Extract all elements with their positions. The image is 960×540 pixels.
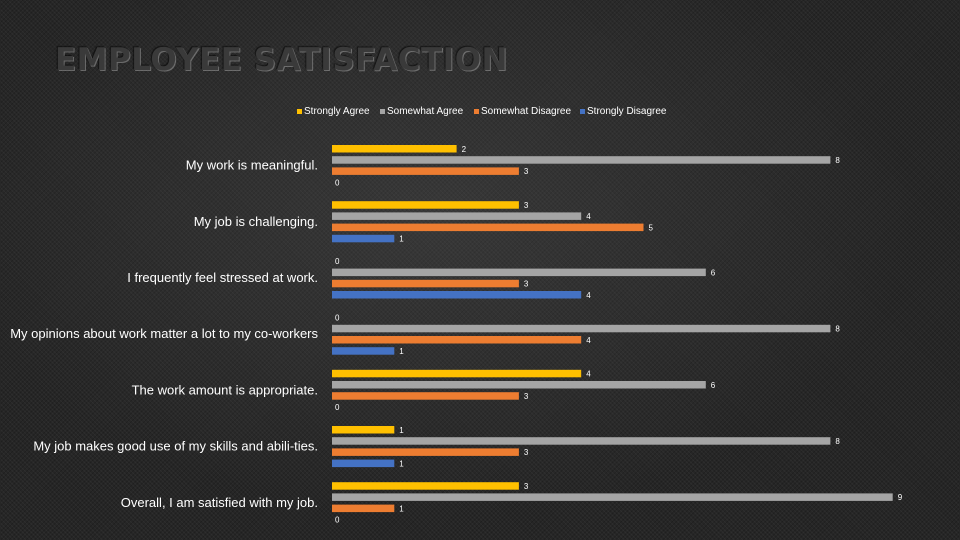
- category-label-1: My work is meaningful.: [186, 158, 318, 173]
- bars: [332, 145, 893, 513]
- bar-strongly-disagree-3: [332, 291, 582, 299]
- bar-somewhat-disagree-6: [332, 448, 519, 456]
- bar-somewhat-disagree-1: [332, 167, 519, 175]
- data-label-strongly-disagree-2: 1: [399, 235, 404, 244]
- data-label-strongly-disagree-5: 0: [335, 403, 340, 412]
- category-label-3: I frequently feel stressed at work.: [127, 270, 318, 285]
- legend-swatch-strongly-agree: [297, 109, 302, 114]
- bar-strongly-agree-1: [332, 145, 457, 153]
- legend-swatch-somewhat-disagree: [474, 109, 479, 114]
- data-label-strongly-agree-6: 1: [399, 426, 404, 435]
- bar-strongly-agree-2: [332, 201, 519, 209]
- data-label-somewhat-disagree-7: 1: [399, 504, 404, 513]
- bar-strongly-agree-5: [332, 369, 582, 378]
- legend-label-somewhat-disagree: Somewhat Disagree: [481, 106, 571, 117]
- data-label-somewhat-agree-4: 8: [835, 325, 840, 334]
- data-label-strongly-disagree-1: 0: [335, 178, 340, 187]
- category-label-4: My opinions about work matter a lot to m…: [10, 326, 318, 341]
- legend-swatch-strongly-disagree: [580, 109, 585, 114]
- bar-strongly-disagree-6: [332, 459, 395, 468]
- data-label-strongly-agree-5: 4: [586, 370, 591, 379]
- bar-somewhat-agree-6: [332, 437, 831, 445]
- bar-somewhat-agree-4: [332, 324, 831, 333]
- legend-swatch-somewhat-agree: [380, 109, 385, 114]
- data-label-somewhat-agree-1: 8: [835, 156, 840, 165]
- data-label-strongly-agree-2: 3: [524, 201, 529, 210]
- data-label-strongly-disagree-4: 1: [399, 347, 404, 356]
- data-label-somewhat-agree-7: 9: [898, 493, 903, 502]
- data-label-strongly-disagree-6: 1: [399, 459, 404, 468]
- bar-somewhat-agree-1: [332, 156, 831, 164]
- data-label-strongly-agree-7: 3: [524, 482, 529, 491]
- category-label-2: My job is challenging.: [194, 214, 318, 229]
- bar-somewhat-disagree-7: [332, 504, 395, 513]
- category-label-5: The work amount is appropriate.: [132, 382, 318, 397]
- legend-label-strongly-agree: Strongly Agree: [304, 106, 370, 117]
- bar-strongly-disagree-4: [332, 347, 395, 355]
- bar-somewhat-disagree-3: [332, 279, 519, 288]
- bar-somewhat-agree-7: [332, 493, 893, 501]
- bar-somewhat-agree-5: [332, 381, 706, 389]
- data-label-strongly-disagree-3: 4: [586, 291, 591, 300]
- legend-label-strongly-disagree: Strongly Disagree: [587, 106, 667, 117]
- data-label-strongly-agree-3: 0: [335, 257, 340, 266]
- data-label-somewhat-disagree-6: 3: [524, 448, 529, 457]
- data-label-somewhat-disagree-4: 4: [586, 336, 591, 345]
- data-label-somewhat-agree-3: 6: [711, 268, 716, 277]
- bar-strongly-disagree-2: [332, 234, 395, 243]
- data-label-somewhat-disagree-5: 3: [524, 392, 529, 401]
- data-label-somewhat-disagree-2: 5: [649, 223, 654, 232]
- category-label-6: My job makes good use of my skills and a…: [33, 439, 318, 454]
- category-label-7: Overall, I am satisfied with my job.: [121, 495, 318, 510]
- data-label-strongly-disagree-7: 0: [335, 516, 340, 525]
- bar-strongly-agree-7: [332, 482, 519, 490]
- legend-label-somewhat-agree: Somewhat Agree: [387, 106, 464, 117]
- legend: Strongly Agree Somewhat Agree Somewhat Dis…: [297, 106, 667, 117]
- bar-somewhat-disagree-5: [332, 392, 519, 400]
- bar-somewhat-agree-2: [332, 212, 582, 220]
- bar-strongly-agree-6: [332, 426, 395, 434]
- bar-somewhat-agree-3: [332, 268, 706, 277]
- chart-title: EMPLOYEE SATISFACTION: [55, 42, 508, 78]
- data-label-strongly-agree-4: 0: [335, 313, 340, 322]
- category-labels: My work is meaningful. My job is challeng…: [10, 158, 318, 510]
- data-labels: 2 8 3 0 3 4 5 1 0 6 3 4 0 8 4 1 4 6 3 0 1 8 3 1 3 9 1 0: [335, 145, 903, 525]
- data-label-somewhat-agree-2: 4: [586, 212, 591, 221]
- data-label-somewhat-disagree-1: 3: [524, 167, 529, 176]
- data-label-somewhat-agree-5: 6: [711, 381, 716, 390]
- data-label-somewhat-disagree-3: 3: [524, 280, 529, 289]
- bar-somewhat-disagree-4: [332, 336, 582, 344]
- data-label-somewhat-agree-6: 8: [835, 437, 840, 446]
- data-label-strongly-agree-1: 2: [462, 145, 467, 154]
- bar-somewhat-disagree-2: [332, 223, 644, 232]
